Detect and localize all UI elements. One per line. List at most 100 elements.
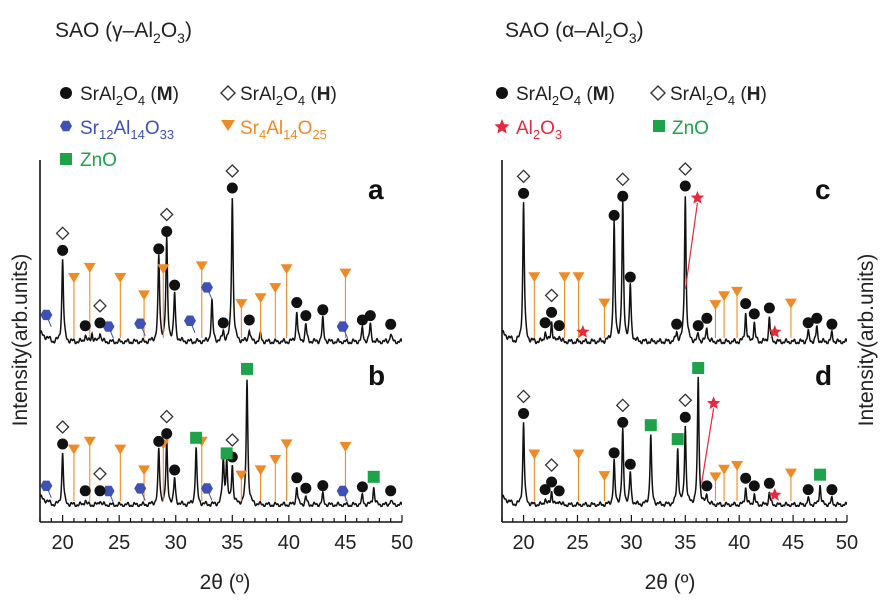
- sr4-marker: [709, 472, 722, 483]
- M-marker: [679, 180, 691, 192]
- panel-b: [40, 362, 402, 508]
- sr4-marker: [67, 444, 80, 455]
- sr4-marker: [339, 442, 352, 452]
- panel-letter-d: d: [815, 360, 832, 391]
- left-legend-M: SrAl2O4 (M): [80, 84, 179, 108]
- zno-marker: [814, 468, 827, 481]
- sr4-marker: [235, 470, 248, 481]
- M-marker: [518, 187, 530, 199]
- sr4-marker: [195, 261, 208, 272]
- sr4-marker: [598, 298, 611, 309]
- diffractogram-trace-a: [40, 198, 402, 345]
- panel-d: [502, 362, 847, 508]
- M-marker: [57, 244, 69, 256]
- x-tick-label: 45: [782, 532, 804, 554]
- H-marker: [159, 207, 174, 222]
- sr4-marker: [339, 268, 352, 279]
- sr4-marker: [598, 471, 611, 482]
- zno-marker: [220, 447, 233, 460]
- zno-marker: [241, 362, 254, 375]
- x-tick-label: 25: [566, 532, 588, 554]
- sr12-marker: [102, 485, 115, 497]
- M-marker-icon: [60, 87, 72, 99]
- sr4-marker: [572, 449, 585, 460]
- sr12-marker: [183, 315, 196, 326]
- H-marker: [93, 466, 107, 481]
- sr12-marker: [200, 282, 213, 293]
- sr4-marker: [254, 465, 267, 476]
- sr4-marker: [269, 283, 282, 294]
- al2o3-leader-line: [684, 202, 699, 289]
- H-marker: [544, 458, 559, 472]
- x-tick-label: 30: [620, 532, 642, 554]
- right-legend-zno: ZnO: [672, 118, 709, 139]
- sr4-marker: [67, 273, 80, 283]
- M-marker: [701, 480, 713, 492]
- panel-a: [40, 164, 402, 345]
- sr4-marker-icon: [221, 120, 235, 131]
- x-tick-label: 20: [512, 532, 534, 554]
- M-marker: [748, 480, 760, 492]
- H-marker: [159, 409, 174, 424]
- zno-marker: [644, 419, 657, 432]
- H-marker-icon: [220, 85, 236, 101]
- M-marker: [356, 481, 368, 493]
- sr4-marker: [138, 465, 151, 476]
- H-marker: [93, 298, 107, 313]
- M-marker: [153, 243, 165, 255]
- sr4-marker: [83, 436, 96, 447]
- sr4-marker: [718, 291, 731, 302]
- M-marker: [671, 318, 683, 330]
- sr4-marker: [572, 272, 585, 283]
- M-marker: [802, 484, 814, 496]
- sr4-marker: [114, 444, 127, 455]
- H-marker: [55, 420, 70, 434]
- left-legend: SrAl2O4 (M) SrAl2O4 (H) Sr12Al14O33 Sr4A…: [60, 84, 337, 171]
- left-legend-H: SrAl2O4 (H): [240, 84, 337, 108]
- M-marker: [94, 317, 106, 329]
- M-marker: [161, 428, 173, 440]
- right-axes: 20 25 30 35 40 45 50: [501, 160, 858, 554]
- M-marker: [553, 485, 565, 497]
- sr4-marker: [784, 298, 797, 309]
- M-marker: [748, 308, 760, 320]
- sr4-marker: [558, 272, 571, 283]
- diffractogram-panels: [40, 162, 847, 508]
- sr12-marker: [134, 483, 147, 494]
- x-tick-label: 30: [165, 532, 187, 554]
- x-tick-label: 40: [278, 532, 300, 554]
- sr4-marker: [709, 300, 722, 311]
- sr4-marker: [254, 293, 267, 304]
- x-tick-label: 50: [391, 532, 413, 554]
- right-legend: SrAl2O4 (M) SrAl2O4 (H) Al2O3 ZnO: [494, 84, 767, 142]
- M-marker: [608, 447, 620, 459]
- M-marker: [161, 226, 173, 237]
- sr4-marker: [83, 262, 96, 273]
- H-marker: [615, 172, 630, 187]
- sr12-marker: [336, 321, 349, 332]
- sr4-marker: [280, 264, 293, 275]
- zno-marker-icon: [60, 153, 72, 165]
- sr4-marker: [280, 439, 293, 450]
- sr4-marker: [114, 273, 127, 283]
- M-marker: [679, 411, 691, 423]
- M-marker: [169, 464, 181, 476]
- H-marker: [55, 226, 70, 241]
- M-marker: [300, 310, 312, 322]
- M-marker: [608, 209, 620, 221]
- M-marker: [617, 416, 629, 428]
- M-marker: [763, 302, 775, 314]
- H-marker: [678, 393, 693, 408]
- M-marker: [217, 317, 229, 329]
- M-marker: [79, 485, 91, 497]
- M-marker: [364, 310, 376, 322]
- right-x-axis-label: 2θ (º): [645, 571, 696, 594]
- zno-marker-icon: [653, 120, 665, 132]
- left-legend-sr4: Sr4Al14O25: [240, 118, 327, 142]
- sr4-marker: [138, 290, 151, 301]
- M-marker: [385, 485, 397, 497]
- right-y-axis-label: Intensity(arb.units): [855, 254, 878, 427]
- x-tick-label: 25: [108, 532, 130, 554]
- H-marker: [678, 162, 693, 176]
